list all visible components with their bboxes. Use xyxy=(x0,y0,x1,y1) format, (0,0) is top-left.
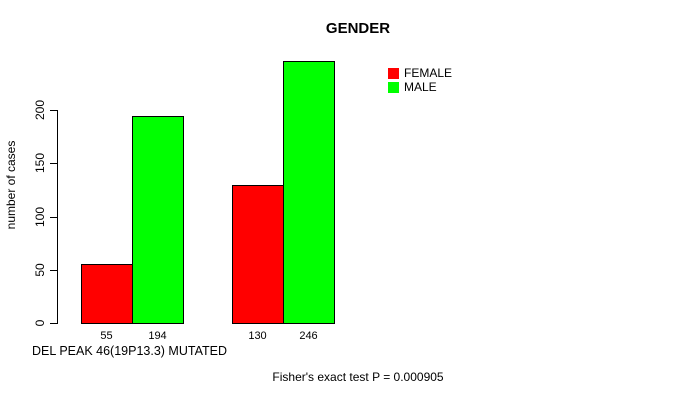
y-tick xyxy=(50,110,57,111)
legend-label-male: MALE xyxy=(404,80,437,94)
y-tick xyxy=(50,269,57,271)
bar-male-group1 xyxy=(132,116,184,324)
y-tick-label: 150 xyxy=(33,153,47,174)
stat-note: Fisher's exact test P = 0.000905 xyxy=(272,370,444,384)
y-tick-label: 50 xyxy=(33,263,47,277)
y-tick-label: 200 xyxy=(33,99,47,121)
bar-value-label: 194 xyxy=(148,330,167,342)
bar-female-group1 xyxy=(81,264,133,324)
legend-item-female: FEMALE xyxy=(388,66,452,80)
bar-value-label: 246 xyxy=(299,330,318,342)
legend-swatch-female xyxy=(388,67,399,79)
chart-title: GENDER xyxy=(325,20,391,37)
y-tick xyxy=(50,323,57,324)
bar-value-label: 55 xyxy=(100,330,113,342)
y-tick-label: 0 xyxy=(33,319,47,327)
y-axis-line xyxy=(57,110,58,324)
legend-item-male: MALE xyxy=(388,80,452,94)
legend: FEMALE MALE xyxy=(388,66,452,94)
bar-male-group2 xyxy=(283,61,335,324)
y-axis-title: number of cases xyxy=(4,140,18,230)
legend-swatch-male xyxy=(388,81,399,93)
legend-label-female: FEMALE xyxy=(404,66,453,80)
y-tick-label: 100 xyxy=(33,206,47,227)
bar-value-label: 130 xyxy=(248,330,267,342)
y-tick xyxy=(50,163,57,165)
y-tick xyxy=(50,216,57,218)
x-axis-group-note: DEL PEAK 46(19P13.3) MUTATED xyxy=(32,344,227,358)
bar-female-group2 xyxy=(232,185,284,324)
